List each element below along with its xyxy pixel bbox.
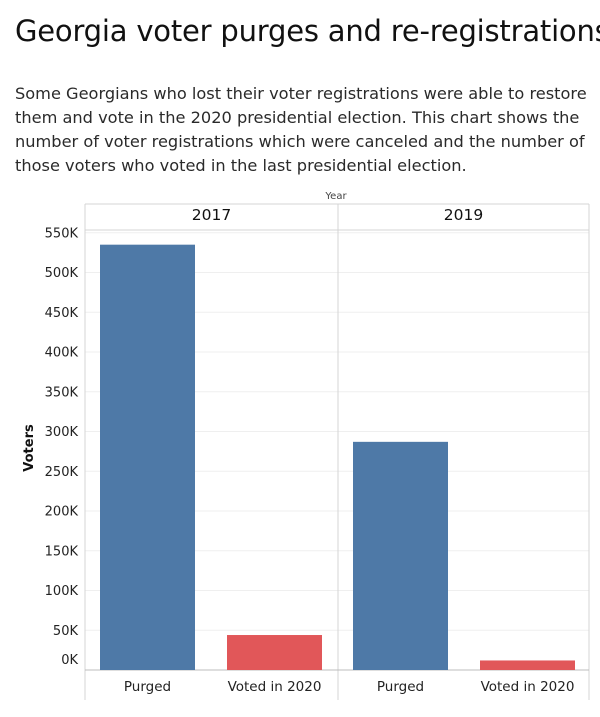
y-tick-label: 400K [45, 346, 79, 361]
x-axis-labels: Purged Voted in 2020 Purged Voted in 2020 [124, 679, 575, 695]
y-tick-label: 50K [53, 624, 79, 639]
y-axis-label: Voters [22, 424, 37, 472]
y-tick-label: 300K [45, 425, 79, 440]
bar-2017-purged [100, 244, 195, 671]
y-tick-label: 100K [45, 584, 79, 599]
bar-2017-voted-in-2020 [227, 635, 322, 670]
panel-header-2017: 2017 [192, 206, 231, 224]
y-tick-label: 250K [45, 465, 79, 480]
column-header: Year [324, 191, 347, 202]
y-tick-label: 0K [61, 653, 78, 668]
bar-2019-purged [353, 441, 448, 670]
y-tick-label: 200K [45, 505, 79, 520]
chart-title: Georgia voter purges and re-registration… [15, 14, 600, 48]
bars [100, 244, 575, 671]
panel-headers: 2017 2019 [192, 206, 483, 224]
x-label: Voted in 2020 [481, 679, 575, 695]
chart-subtitle: Some Georgians who lost their voter regi… [15, 84, 587, 175]
x-label: Voted in 2020 [228, 679, 322, 695]
panel-header-2019: 2019 [444, 206, 483, 224]
bar-2019-voted-in-2020 [480, 660, 575, 670]
bar-chart: Year Voters 2017 2019 0K 50K 100K 150K 200K 25… [22, 191, 590, 700]
x-label: Purged [124, 679, 171, 695]
y-tick-label: 500K [45, 266, 79, 281]
x-label: Purged [377, 679, 424, 695]
y-tick-label: 550K [45, 226, 79, 241]
y-tick-label: 450K [45, 306, 79, 321]
y-axis-ticks: 0K 50K 100K 150K 200K 250K 300K 350K 400K 450K 500… [45, 226, 79, 668]
y-tick-label: 150K [45, 544, 79, 559]
y-tick-label: 350K [45, 385, 79, 400]
